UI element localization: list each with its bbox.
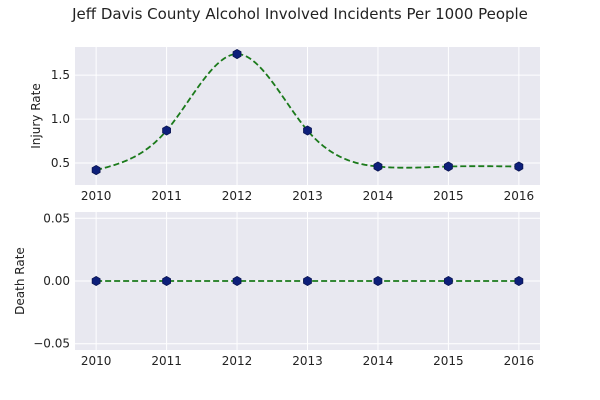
y-tick-label: 1.5 xyxy=(51,68,70,82)
chart-title: Jeff Davis County Alcohol Involved Incid… xyxy=(72,5,528,23)
y-tick-label: 1.0 xyxy=(51,112,70,126)
data-point xyxy=(303,275,312,287)
x-tick-label: 2012 xyxy=(222,354,253,368)
x-tick-label: 2011 xyxy=(151,189,182,203)
data-point xyxy=(303,125,312,136)
data-point xyxy=(514,275,524,287)
data-point xyxy=(162,125,171,136)
y-tick-label: 0.5 xyxy=(51,156,70,170)
data-point xyxy=(444,161,453,172)
x-tick-label: 2013 xyxy=(292,354,323,368)
x-tick-label: 2013 xyxy=(292,189,323,203)
data-point xyxy=(91,275,101,287)
y-tick-label: 0.00 xyxy=(43,274,70,288)
x-tick-label: 2010 xyxy=(81,189,112,203)
data-point xyxy=(91,164,101,176)
x-tick-label: 2015 xyxy=(433,354,464,368)
y-tick-label: −0.05 xyxy=(33,337,70,351)
y-axis-label: Death Rate xyxy=(13,247,27,315)
chart-panel-1: 2010 2011 2012 2013 2014 2015 2016 0.5 1.0 1.5 Inj… xyxy=(29,47,540,203)
data-point xyxy=(373,161,383,172)
x-tick-label: 2011 xyxy=(151,354,182,368)
data-point xyxy=(162,275,171,287)
y-axis-label: Injury Rate xyxy=(29,83,43,148)
data-point xyxy=(232,48,242,60)
x-tick-label: 2016 xyxy=(504,189,535,203)
x-tick-label: 2014 xyxy=(363,189,394,203)
data-point xyxy=(444,275,453,287)
x-tick-label: 2016 xyxy=(504,354,535,368)
chart-panel-2: 2010 2011 2012 2013 2014 2015 2016 −0.05 0.00 0.0… xyxy=(13,211,540,368)
x-tick-label: 2015 xyxy=(433,189,464,203)
x-tick-label: 2012 xyxy=(222,189,253,203)
data-point xyxy=(514,161,524,172)
data-point xyxy=(373,275,383,287)
y-tick-label: 0.05 xyxy=(43,211,70,225)
data-point xyxy=(232,275,242,287)
x-tick-label: 2010 xyxy=(81,354,112,368)
x-tick-label: 2014 xyxy=(363,354,394,368)
